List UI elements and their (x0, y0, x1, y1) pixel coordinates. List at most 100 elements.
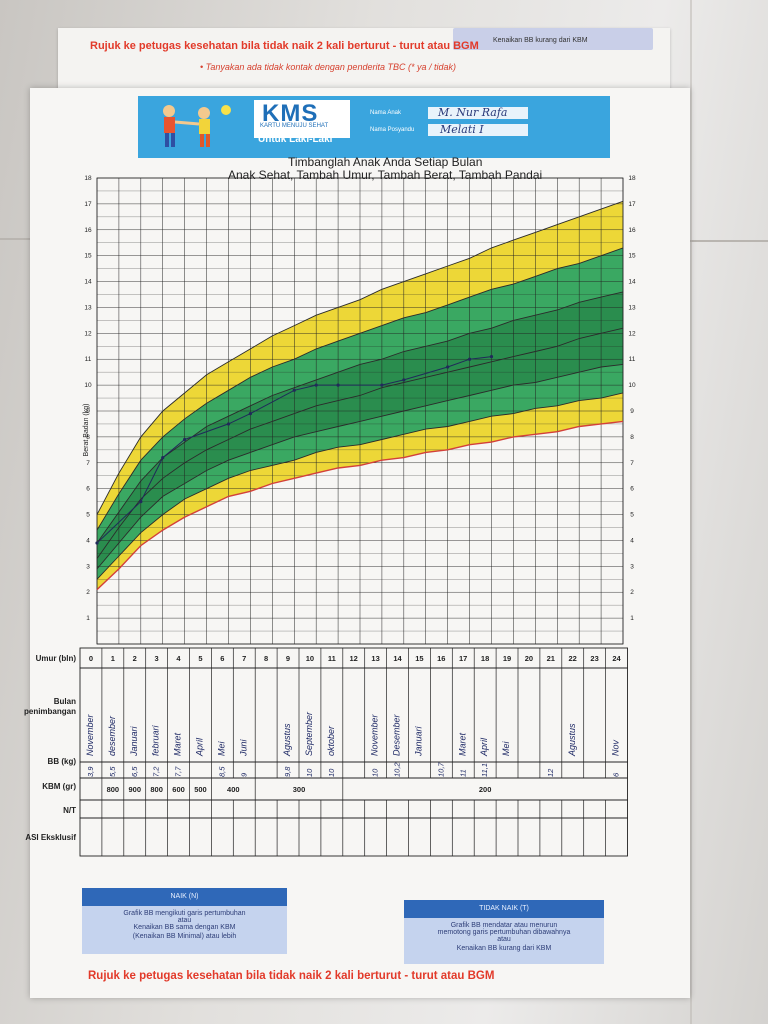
y-tick-left: 5 (86, 512, 90, 519)
band-line-1 (96, 392, 624, 580)
age-cell: 2 (133, 654, 137, 663)
band-lines (96, 200, 624, 591)
naik-line: Grafik BB mengikuti garis pertumbuhan (123, 910, 246, 917)
floor-seam (690, 0, 692, 1024)
child-name-field (428, 107, 528, 119)
posyandu-label: Nama Posyandu (370, 127, 415, 133)
y-tick-right: 6 (630, 486, 634, 493)
kms-banner: KMS KARTU MENUJU SEHAT Untuk Laki-Laki N… (138, 96, 610, 158)
age-cell: 5 (198, 654, 202, 663)
age-cell: 20 (525, 654, 533, 663)
bb-cell: 10,7 (436, 762, 445, 777)
month-cell: Juni (238, 738, 248, 757)
month-cell: September (304, 711, 314, 756)
age-cell: 19 (503, 654, 511, 663)
y-tick-right: 15 (628, 253, 636, 260)
table-row-nt (79, 799, 628, 819)
top-info-box-text: Kenaikan BB kurang dari KBM (493, 37, 588, 44)
kbm-cell: 300 (293, 785, 306, 794)
bb-cell: 10 (305, 768, 314, 777)
y-tick-right: 12 (628, 330, 636, 337)
month-cell: Maret (457, 732, 467, 756)
child-series-point (467, 357, 472, 361)
floor-seam (688, 240, 768, 242)
y-tick-left: 2 (86, 589, 90, 596)
age-cell: 15 (415, 654, 423, 663)
bb-cell: 10 (327, 768, 336, 777)
month-cell: Agustus (567, 723, 577, 757)
naik-body: Grafik BB mengikuti garis pertumbuhan at… (82, 906, 287, 954)
month-cell: November (85, 713, 95, 756)
y-tick-left: 4 (86, 537, 90, 544)
row-label-bb: BB (kg) (48, 757, 77, 766)
age-cell: 21 (547, 654, 555, 663)
top-info-box: Kenaikan BB kurang dari KBM (453, 28, 653, 50)
y-tick-left: 17 (84, 201, 92, 208)
posyandu-field (428, 124, 528, 136)
kbm-cell: 800 (150, 785, 163, 794)
table-row-month (79, 667, 628, 763)
age-cell: 22 (569, 654, 577, 663)
y-tick-left: 6 (86, 486, 90, 493)
tidak-naik-title: TIDAK NAIK (T) (404, 900, 604, 918)
child-series-point (314, 383, 318, 387)
child-series-line (96, 356, 492, 544)
child-series-point (446, 365, 450, 369)
y-tick-left: 14 (84, 279, 92, 286)
age-cell: 1 (111, 654, 115, 663)
posyandu-value: Melati I (440, 123, 484, 136)
kms-logo-box (254, 100, 350, 138)
row-label-age: Umur (bln) (36, 654, 77, 663)
y-tick-right: 7 (630, 460, 634, 467)
child-series-point (139, 500, 143, 504)
month-cell: desember (107, 715, 117, 756)
bb-cell: 5,5 (108, 766, 117, 777)
band-line-3 (96, 327, 624, 559)
month-cell: November (370, 713, 380, 756)
kbm-cell: 800 (107, 785, 120, 794)
bb-cell: 7,2 (152, 766, 161, 777)
bb-cell: 7,7 (174, 766, 183, 777)
row-label-asi: ASI Eksklusif (25, 833, 76, 842)
row-label-kbm: KBM (gr) (42, 782, 76, 791)
y-tick-left: 13 (84, 304, 92, 311)
tidak-naik-line: Kenaikan BB kurang dari KBM (456, 945, 552, 952)
bb-cell: 11,1 (480, 763, 489, 777)
y-tick-left: 1 (86, 615, 90, 622)
axis-ticks: 1234567891011121314151617181234567891011… (84, 175, 636, 622)
kbm-cell: 400 (227, 785, 240, 794)
bb-cell: 9,8 (283, 766, 292, 777)
kbm-cell: 200 (479, 785, 492, 794)
child-series-point (161, 456, 165, 460)
y-tick-right: 2 (630, 589, 634, 596)
band-line-0 (96, 420, 624, 591)
child-series-point (95, 541, 99, 545)
y-tick-left: 18 (84, 175, 92, 182)
child-series-point (380, 383, 384, 387)
naik-line: atau (177, 917, 192, 924)
y-tick-left: 11 (85, 356, 92, 363)
band-line-6 (96, 200, 624, 515)
y-tick-right: 17 (628, 201, 636, 208)
tidak-naik-line: Grafik BB mendatar atau menurun (450, 922, 558, 929)
age-cell: 4 (176, 654, 181, 663)
y-tick-left: 7 (86, 460, 90, 467)
child-series-point (336, 383, 340, 387)
tidak-naik-line: memotong garis pertumbuhan dibawahnya (437, 929, 571, 936)
age-cell: 12 (350, 654, 358, 663)
naik-info-box: NAIK (N) Grafik BB mengikuti garis pertu… (82, 888, 287, 954)
child-series-point (183, 437, 187, 442)
gender-label: Untuk Laki-Laki (258, 134, 333, 145)
kms-logo: KMS (262, 100, 319, 127)
kms-logo-subtitle: KARTU MENUJU SEHAT (260, 123, 329, 129)
banner-background (138, 96, 610, 158)
age-cell: 18 (481, 654, 489, 663)
child-series-point (226, 422, 231, 426)
age-cell: 14 (393, 654, 402, 663)
age-cell: 3 (155, 654, 159, 663)
y-tick-right: 18 (628, 175, 636, 182)
bb-cell: 6 (612, 772, 621, 777)
children-illustration-icon (163, 105, 231, 147)
y-tick-right: 10 (628, 382, 636, 389)
